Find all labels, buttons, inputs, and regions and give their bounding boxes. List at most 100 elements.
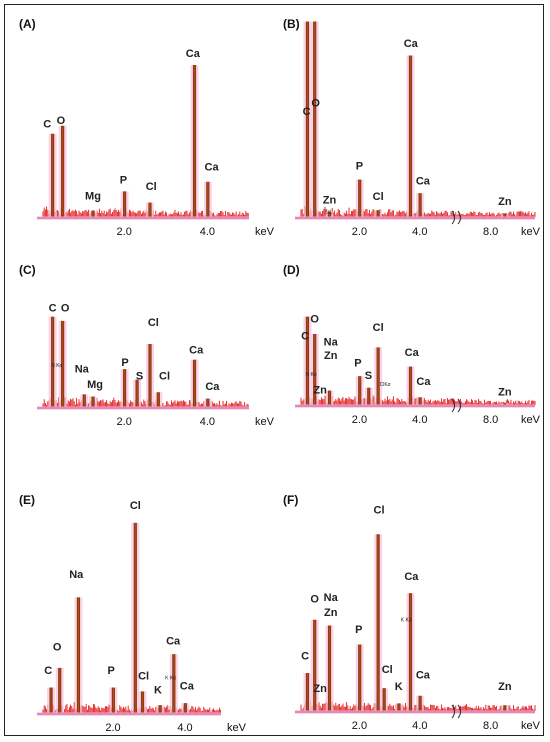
peak-core — [377, 534, 379, 711]
element-label: P — [121, 357, 128, 369]
panel-f: 2.0 4.0 8.0 keV C O Na Zn Zn P Cl Cl K K Kα Ca Ca Zn (F) — [273, 485, 543, 732]
element-label: Na — [75, 363, 90, 375]
spectrum-plot: 2.0 4.0 8.0 keV CO N Kα Na Zn Zn PS Cl ClKα Ca Ca Zn — [295, 313, 541, 426]
axis-break — [451, 704, 456, 719]
tick-label: 2.0 — [117, 226, 132, 238]
spectrum-plot: 2.0 4.0 keV CO Na P Cl Cl KK Kα Ca Ca — [37, 500, 247, 734]
tick-label: 8.0 — [483, 226, 498, 238]
axis-unit-label: keV — [255, 226, 275, 238]
tick-label: 4.0 — [412, 226, 427, 238]
element-label: O — [310, 313, 319, 325]
eds-figure: 2.0 4.0 keV C O Mg P Cl Ca Ca (A) 2.0 4.0 8.0 keV C O Z… — [4, 4, 544, 736]
peak-core — [159, 705, 161, 713]
line-annotation: N Kα — [51, 363, 62, 369]
element-label: Ca — [404, 38, 419, 50]
element-label: Zn — [323, 194, 337, 206]
panel-b: 2.0 4.0 8.0 keV C O Zn ZnL P Cl Ca Ca Zn (B) — [273, 9, 543, 245]
element-label: Ca — [416, 376, 431, 388]
panel-e: 2.0 4.0 keV C O Na P Cl Cl K K Kα Ca Ca (E) — [9, 485, 279, 734]
element-label: Na — [69, 569, 84, 581]
peak-core — [398, 703, 400, 711]
peak-core — [207, 398, 209, 407]
panel-label: (F) — [283, 493, 299, 507]
spectrum-plot: 2.0 4.0 keV C O N Kα Na Mg PS Cl Cl Ca Ca — [37, 302, 275, 428]
peak-core — [92, 396, 94, 407]
peak-core — [314, 21, 316, 217]
axis-unit-label: keV — [521, 414, 541, 426]
element-label: P — [108, 665, 115, 677]
noise-baseline — [42, 206, 249, 217]
element-label: Zn — [498, 386, 512, 398]
panel-label: (A) — [19, 17, 36, 31]
element-label: Ca — [166, 635, 181, 647]
peak-core — [173, 654, 175, 713]
tick-label: 4.0 — [177, 722, 192, 734]
element-label: Ca — [416, 670, 431, 682]
element-label: Ca — [404, 571, 419, 583]
tick-label: 2.0 — [105, 722, 120, 734]
element-label: C — [43, 118, 51, 130]
tick-label: 4.0 — [200, 226, 215, 238]
element-label: Zn — [324, 607, 338, 619]
element-label: O — [310, 594, 319, 606]
element-label: Zn — [498, 681, 512, 693]
peak-core — [124, 369, 126, 407]
peak-core — [136, 379, 138, 407]
element-label: P — [354, 358, 361, 370]
element-label: S — [365, 370, 372, 382]
axis-break — [457, 704, 462, 719]
element-label: K — [395, 681, 403, 693]
line-annotation: N Kα — [305, 372, 316, 378]
element-label: Cl — [373, 322, 384, 334]
peak-core — [383, 688, 385, 711]
tick-label: 4.0 — [412, 720, 427, 732]
tick-label: 2.0 — [352, 414, 367, 426]
tick-label: 8.0 — [483, 720, 498, 732]
tick-label: 4.0 — [412, 414, 427, 426]
noise-baseline — [42, 396, 249, 407]
axis-unit-label: keV — [521, 720, 541, 732]
peak-core — [377, 210, 379, 217]
axis-unit-label: keV — [521, 226, 541, 238]
axis-break — [451, 210, 456, 225]
element-label: O — [57, 115, 66, 127]
element-label: C — [44, 665, 52, 677]
peak-core — [50, 687, 52, 713]
element-label: Ca — [180, 680, 195, 692]
peak-core — [409, 55, 412, 217]
element-label: P — [356, 160, 363, 172]
peak-core — [504, 213, 506, 217]
element-label: Zn — [313, 683, 327, 695]
peak-core — [62, 125, 64, 217]
spectrum-plot: 2.0 4.0 keV C O Mg P Cl Ca Ca — [37, 48, 275, 238]
element-label: Zn — [313, 384, 327, 396]
line-annotation: ZnL — [324, 210, 333, 216]
element-label: Na — [324, 592, 339, 604]
panel-a: 2.0 4.0 keV C O Mg P Cl Ca Ca (A) — [9, 9, 279, 245]
peak-core — [328, 211, 331, 217]
element-label: O — [61, 302, 70, 314]
element-label: Cl — [130, 500, 141, 512]
tick-label: 8.0 — [483, 414, 498, 426]
element-label: Ca — [186, 48, 201, 60]
element-label: Cl — [374, 504, 385, 516]
peak-core — [328, 625, 331, 711]
peak-core — [419, 193, 421, 217]
element-label: Ca — [205, 381, 220, 393]
axis-unit-label: keV — [255, 416, 275, 428]
peak-core — [141, 691, 144, 713]
peak-core — [306, 673, 309, 711]
axis-break — [457, 398, 462, 413]
element-label: C — [301, 331, 309, 343]
line-annotation: K Kα — [401, 618, 412, 624]
element-label: S — [136, 371, 143, 383]
element-label: Zn — [324, 350, 338, 362]
element-label: Cl — [138, 671, 149, 683]
element-label: P — [120, 174, 127, 186]
peak-core — [52, 316, 54, 407]
peak-core — [504, 403, 506, 405]
peak-core — [207, 181, 209, 217]
peak-core — [368, 387, 370, 405]
peak-core — [377, 347, 379, 405]
